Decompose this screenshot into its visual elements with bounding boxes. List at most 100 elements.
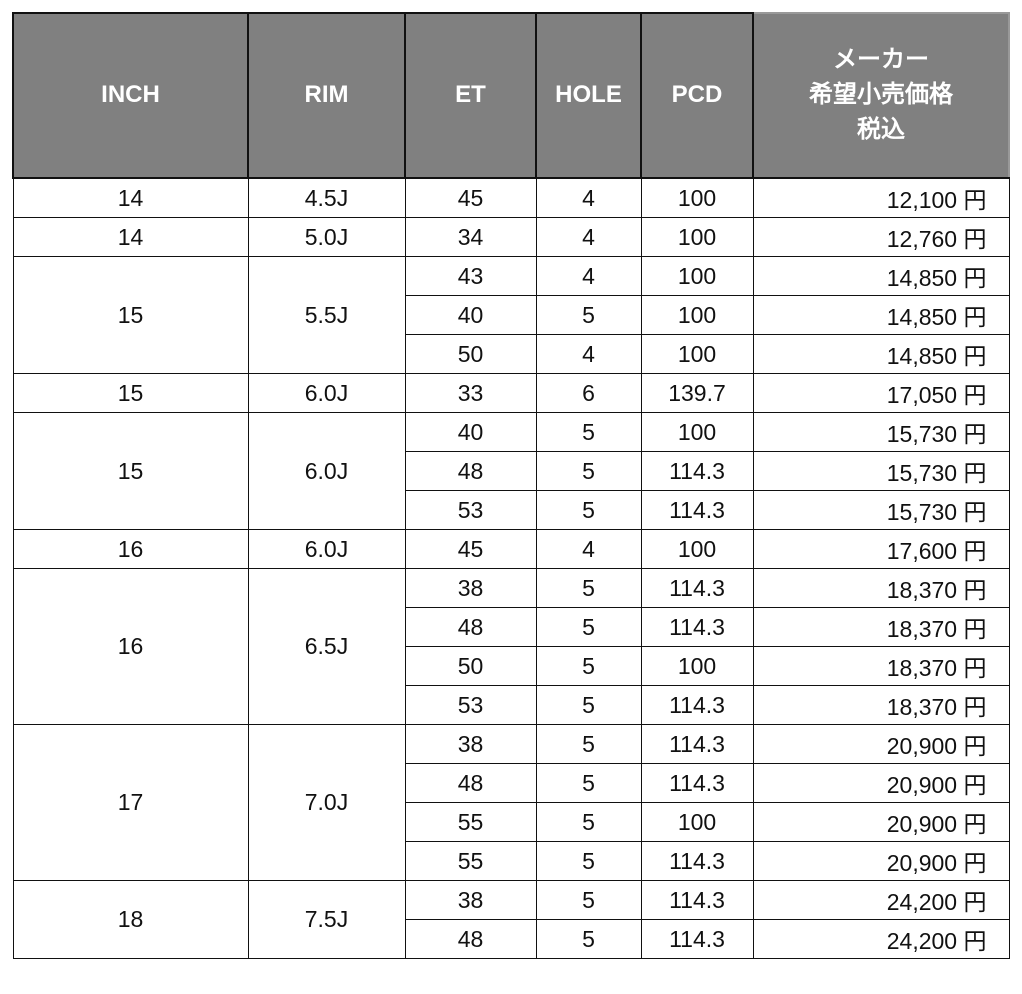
et-cell: 38 — [404, 880, 537, 920]
table-row: 16 6.5J 38 5 114.3 18,370 円 — [12, 568, 1010, 725]
pcd-cell: 114.3 — [640, 919, 754, 959]
hole-cell: 5 — [535, 724, 642, 764]
pcd-cell: 100 — [640, 334, 754, 374]
rim-cell: 5.5J — [247, 256, 406, 374]
hole-cell: 4 — [535, 256, 642, 296]
price-cell: 12,100 円 — [752, 177, 1010, 218]
et-cell: 48 — [404, 607, 537, 647]
header-et: ET — [404, 12, 537, 179]
price-value: 12,760 — [886, 226, 958, 252]
header-price-line1: メーカー — [833, 46, 929, 74]
et-cell: 45 — [404, 529, 537, 569]
currency-suffix: 円 — [963, 577, 987, 603]
price-cell: 17,050 円 — [752, 373, 1010, 413]
price-cell: 24,200 円 — [752, 880, 1010, 920]
price-value: 20,900 — [886, 772, 958, 798]
hole-cell: 4 — [535, 177, 642, 218]
currency-suffix: 円 — [963, 772, 987, 798]
table-row: 50 5 100 18,370 円 — [13, 646, 1010, 686]
pcd-cell: 114.3 — [640, 607, 754, 647]
rim-cell: 6.0J — [247, 412, 406, 530]
pcd-cell: 100 — [640, 802, 754, 842]
price-cell: 17,600 円 — [752, 529, 1010, 569]
rim-cell: 6.5J — [247, 568, 406, 725]
table-row: 53 5 114.3 18,370 円 — [13, 685, 1010, 725]
pcd-cell: 100 — [640, 295, 754, 335]
rim-cell: 7.5J — [247, 880, 406, 959]
header-rim: RIM — [247, 12, 406, 179]
price-cell: 14,850 円 — [752, 295, 1010, 335]
pcd-cell: 114.3 — [640, 490, 754, 530]
inch-cell: 16 — [12, 568, 249, 725]
price-value: 15,730 — [886, 421, 958, 447]
et-cell: 33 — [404, 373, 537, 413]
currency-suffix: 円 — [963, 889, 987, 915]
hole-cell: 5 — [535, 880, 642, 920]
table-body: 14 4.5J 45 4 100 12,100 円 14 5.0J 34 4 100 12,760 円… — [12, 177, 1010, 959]
hole-cell: 4 — [535, 217, 642, 257]
pcd-cell: 114.3 — [640, 685, 754, 725]
et-cell: 53 — [404, 490, 537, 530]
price-value: 12,100 — [886, 187, 958, 213]
hole-cell: 5 — [535, 919, 642, 959]
currency-suffix: 円 — [963, 226, 987, 252]
price-value: 20,900 — [886, 850, 958, 876]
currency-suffix: 円 — [963, 265, 987, 291]
rim-cell: 6.0J — [247, 529, 406, 569]
price-cell: 14,850 円 — [752, 256, 1010, 296]
inch-cell: 15 — [12, 256, 249, 374]
header-pcd: PCD — [640, 12, 754, 179]
price-value: 24,200 — [886, 928, 958, 954]
et-cell: 43 — [404, 256, 537, 296]
price-value: 17,600 — [886, 538, 958, 564]
pcd-cell: 100 — [640, 217, 754, 257]
et-cell: 38 — [404, 724, 537, 764]
et-cell: 40 — [404, 412, 537, 452]
pcd-cell: 114.3 — [640, 841, 754, 881]
inch-cell: 17 — [12, 724, 249, 881]
pcd-cell: 100 — [640, 529, 754, 569]
price-value: 20,900 — [886, 733, 958, 759]
hole-cell: 5 — [535, 685, 642, 725]
pcd-cell: 100 — [640, 256, 754, 296]
table-row: 48 5 114.3 20,900 円 — [13, 763, 1010, 803]
header-inch: INCH — [12, 12, 249, 179]
table-row: 48 5 114.3 24,200 円 — [13, 919, 1010, 959]
inch-cell: 14 — [12, 177, 249, 218]
price-value: 14,850 — [886, 265, 958, 291]
table-row: 15 6.0J 40 5 100 15,730 円 — [12, 412, 1010, 530]
hole-cell: 5 — [535, 841, 642, 881]
inch-cell: 18 — [12, 880, 249, 959]
currency-suffix: 円 — [963, 655, 987, 681]
pcd-cell: 114.3 — [640, 880, 754, 920]
price-value: 14,850 — [886, 304, 958, 330]
inch-cell: 15 — [12, 412, 249, 530]
pcd-cell: 114.3 — [640, 763, 754, 803]
header-hole: HOLE — [535, 12, 642, 179]
table-row: 40 5 100 14,850 円 — [13, 295, 1010, 335]
price-cell: 15,730 円 — [752, 451, 1010, 491]
price-cell: 18,370 円 — [752, 568, 1010, 608]
price-cell: 15,730 円 — [752, 490, 1010, 530]
hole-cell: 6 — [535, 373, 642, 413]
et-cell: 34 — [404, 217, 537, 257]
et-cell: 48 — [404, 451, 537, 491]
wheel-spec-table: INCH RIM ET HOLE PCD メーカー 希望小売価格 税込 14 4.… — [12, 12, 1010, 959]
table-row: 14 4.5J 45 4 100 12,100 円 — [12, 177, 1010, 218]
hole-cell: 4 — [535, 529, 642, 569]
currency-suffix: 円 — [963, 811, 987, 837]
et-cell: 50 — [404, 646, 537, 686]
header-price-line3: 税込 — [857, 115, 905, 143]
price-value: 24,200 — [886, 889, 958, 915]
table-row: 15 5.5J 43 4 100 14,850 円 — [12, 256, 1010, 374]
hole-cell: 5 — [535, 451, 642, 491]
inch-cell: 16 — [12, 529, 249, 569]
currency-suffix: 円 — [963, 499, 987, 525]
hole-cell: 5 — [535, 490, 642, 530]
hole-cell: 5 — [535, 646, 642, 686]
currency-suffix: 円 — [963, 928, 987, 954]
et-cell: 50 — [404, 334, 537, 374]
table-row: 14 5.0J 34 4 100 12,760 円 — [12, 217, 1010, 257]
hole-cell: 5 — [535, 568, 642, 608]
price-value: 15,730 — [886, 499, 958, 525]
